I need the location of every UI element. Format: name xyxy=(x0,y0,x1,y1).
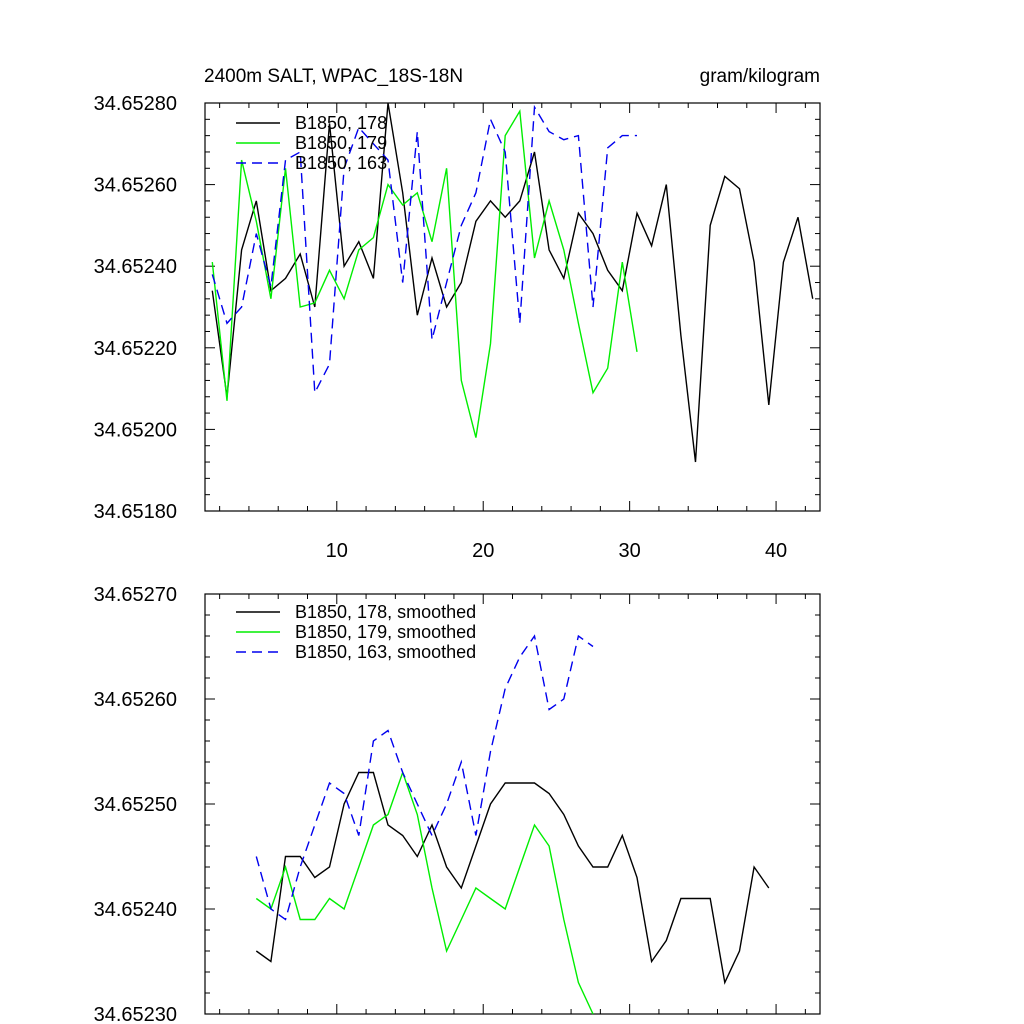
series-line-1 xyxy=(255,771,770,985)
y-tick-label: 34.65260 xyxy=(94,689,177,711)
series-line-1 xyxy=(211,102,814,463)
y-tick-label: 34.65240 xyxy=(94,899,177,921)
y-tick-label: 34.65230 xyxy=(94,1004,177,1024)
legend-label-1: B1850, 178, smoothed xyxy=(295,602,476,622)
series-line-2 xyxy=(211,109,638,438)
legend-label-3: B1850, 163, smoothed xyxy=(295,642,476,662)
x-tick-label: 20 xyxy=(472,540,494,562)
y-tick-label: 34.65280 xyxy=(94,93,177,115)
top-series-group xyxy=(211,102,814,463)
x-tick-label: 30 xyxy=(619,540,641,562)
y-tick-label: 34.65260 xyxy=(94,175,177,197)
legend-label-3: B1850, 163 xyxy=(295,153,387,173)
chart-title: 2400m SALT, WPAC_18S-18N xyxy=(204,66,463,87)
legend-label-2: B1850, 179, smoothed xyxy=(295,622,476,642)
bottom-panel: 34.65230 34.65240 34.65250 34.65260 34.65270… xyxy=(94,584,821,1024)
series-line-3 xyxy=(255,634,594,921)
top-panel: 2400m SALT, WPAC_18S-18N gram/kilogram 3… xyxy=(94,66,821,562)
y-tick-label: 34.65250 xyxy=(94,794,177,816)
series-line-2 xyxy=(255,770,594,1015)
y-tick-label: 34.65220 xyxy=(94,338,177,360)
series-line-3 xyxy=(211,104,637,396)
legend-label-2: B1850, 179 xyxy=(295,133,387,153)
legend-label-1: B1850, 178 xyxy=(295,113,387,133)
bottom-axes: 34.65230 34.65240 34.65250 34.65260 34.65270 xyxy=(94,584,820,1024)
units-label: gram/kilogram xyxy=(700,66,820,87)
bottom-series-group xyxy=(255,634,770,1015)
y-tick-label: 34.65200 xyxy=(94,419,177,441)
y-tick-label: 34.65240 xyxy=(94,256,177,278)
top-axes: 34.65180 34.65200 34.65220 34.65240 34.65260… xyxy=(94,93,820,562)
y-tick-label: 34.65180 xyxy=(94,501,177,523)
x-tick-label: 10 xyxy=(326,540,348,562)
x-tick-label: 40 xyxy=(765,540,787,562)
y-tick-label: 34.65270 xyxy=(94,584,177,606)
